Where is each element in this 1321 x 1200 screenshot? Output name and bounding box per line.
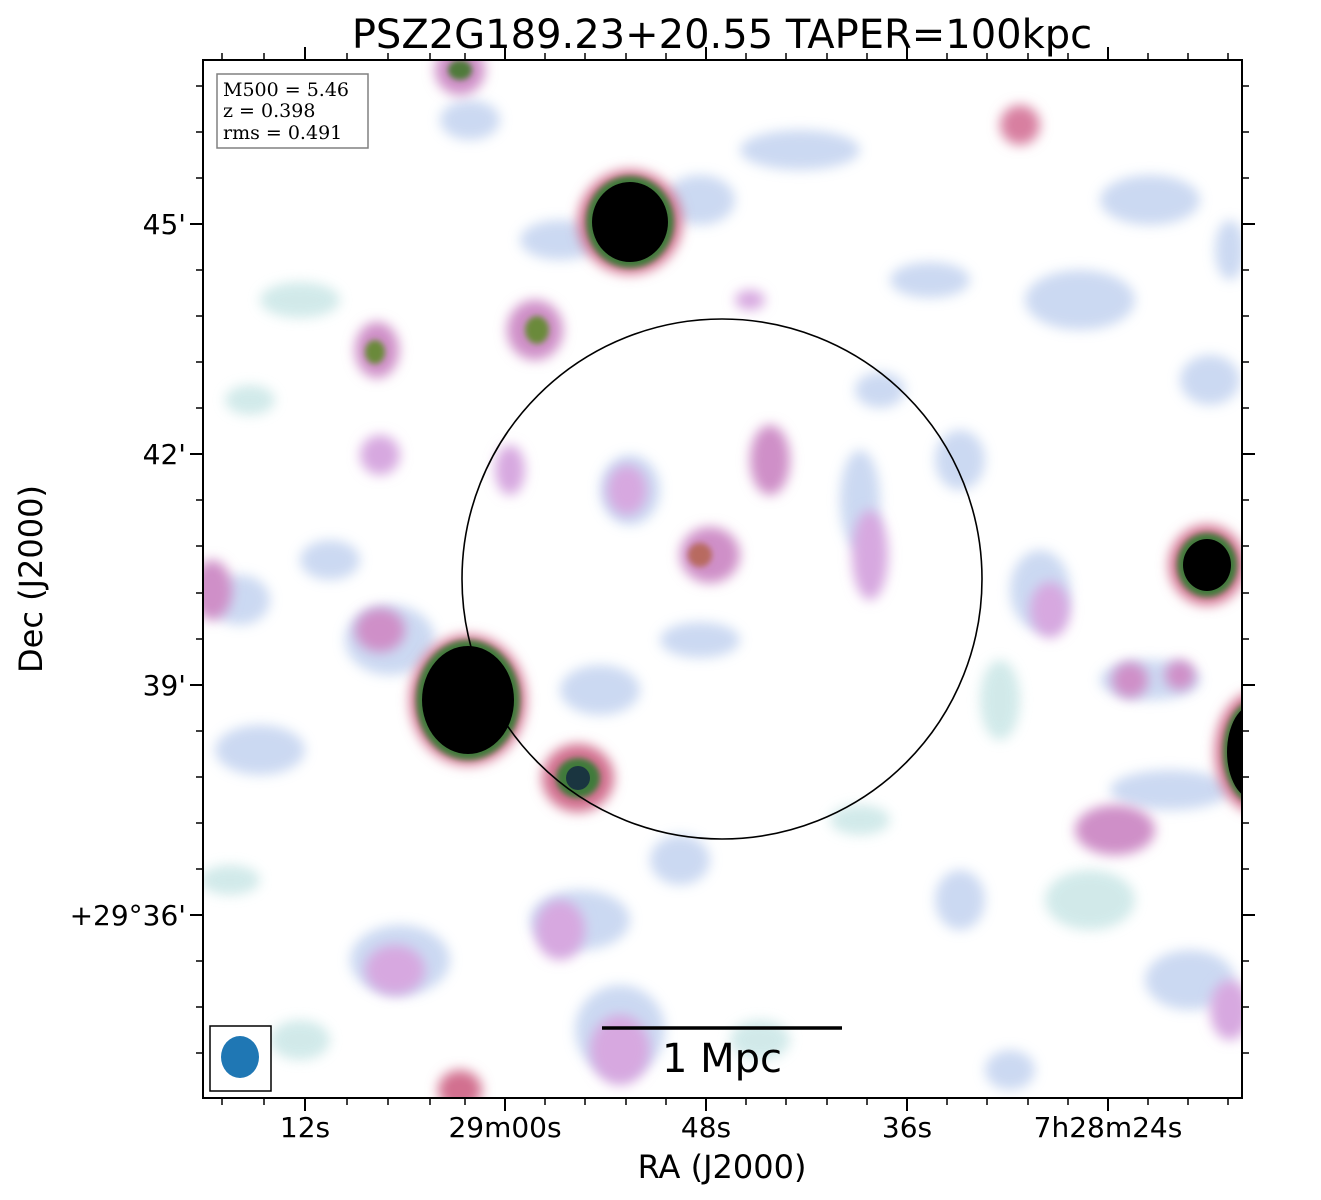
x-tick-label: 36s bbox=[882, 1111, 932, 1144]
x-tick-label: 7h28m24s bbox=[1034, 1111, 1183, 1144]
bright-source-edge bbox=[1215, 695, 1242, 809]
y-axis-label: Dec (J2000) bbox=[12, 485, 50, 673]
rms-value: rms = 0.491 bbox=[223, 122, 342, 144]
bright-source-south bbox=[542, 744, 614, 812]
x-axis-minor-ticks bbox=[221, 53, 1229, 1105]
radio-map bbox=[203, 60, 1242, 1098]
beam-ellipse bbox=[221, 1036, 259, 1078]
cluster-aperture-circle bbox=[461, 318, 983, 840]
x-tick-label: 48s bbox=[681, 1111, 731, 1144]
bright-source-north bbox=[578, 170, 682, 274]
y-axis-ticks bbox=[190, 223, 1255, 916]
beam-indicator bbox=[209, 1025, 272, 1092]
y-tick-label: +29°36' bbox=[70, 899, 186, 932]
y-tick-label: 39' bbox=[143, 669, 186, 702]
x-axis-ticks bbox=[304, 47, 1109, 1111]
x-axis-label: RA (J2000) bbox=[638, 1148, 807, 1186]
redshift-value: z = 0.398 bbox=[223, 100, 315, 122]
bright-sources bbox=[410, 170, 1242, 812]
y-tick-label: 42' bbox=[143, 438, 186, 471]
bright-source-east bbox=[1169, 525, 1242, 605]
plot-title: PSZ2G189.23+20.55 TAPER=100kpc bbox=[352, 12, 1092, 58]
compact-source-cores bbox=[365, 60, 712, 567]
bright-source-west bbox=[410, 635, 526, 765]
x-tick-label: 29m00s bbox=[448, 1111, 561, 1144]
m500-value: M500 = 5.46 bbox=[223, 79, 349, 101]
plot-frame bbox=[202, 59, 1243, 1099]
info-box: M500 = 5.46 z = 0.398 rms = 0.491 bbox=[216, 73, 369, 149]
scale-bar: 1 Mpc bbox=[602, 1026, 842, 1082]
y-tick-label: 45' bbox=[143, 208, 186, 241]
x-tick-label: 12s bbox=[280, 1111, 330, 1144]
scale-bar-label: 1 Mpc bbox=[662, 1036, 782, 1082]
moderate-emission bbox=[203, 60, 1242, 1098]
y-axis-minor-ticks bbox=[196, 85, 1249, 1054]
